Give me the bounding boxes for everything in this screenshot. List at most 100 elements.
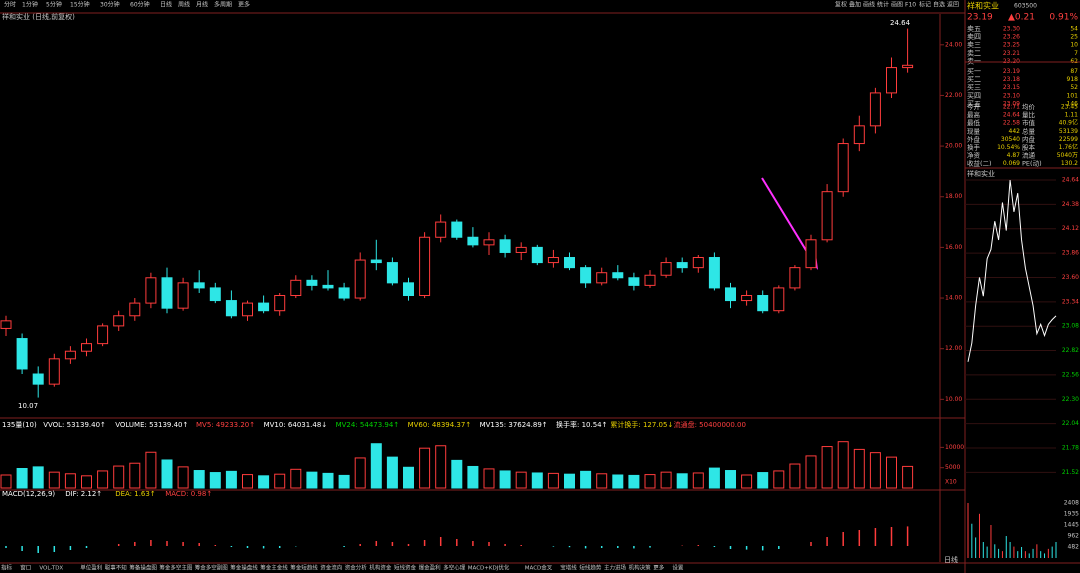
volume-bar [596,473,608,489]
volume-bar [386,456,398,489]
y-tick-label: 482 [1068,543,1080,550]
toolbar-item[interactable]: 返回 [947,2,959,9]
tab[interactable]: 宝塔线 [560,564,577,572]
toolbar-item[interactable]: 多周期 [214,1,232,9]
stat-value: 40.9亿 [1059,119,1078,127]
volume-bar [193,470,205,489]
tab[interactable]: 设置 [672,564,684,572]
candle-body [757,295,769,312]
candle-body [741,295,753,302]
y-tick-label: 23.86 [1062,250,1079,257]
tab[interactable]: 机构决策 [629,564,652,572]
volume-bar [886,456,897,489]
toolbar-item[interactable]: 标记 [919,1,931,9]
book-price: 23.21 [1003,50,1020,57]
candle-body [0,320,12,329]
tab[interactable]: 短线资金 [394,564,417,572]
y-tick-label: 22.56 [1062,371,1079,378]
stat-label: PE(动) [1022,160,1042,168]
toolbar-item[interactable]: 画线 [863,1,875,9]
toolbar-item[interactable]: 统计 [877,1,889,9]
tab[interactable]: 筹金多空副图 [195,564,229,572]
tab[interactable]: 筹金短趋线 [290,564,318,572]
tab[interactable]: 主力进场 [604,564,627,572]
candle-body [676,262,688,269]
tab[interactable]: 窗口 [20,564,31,572]
indicator-header: VVOL: 53139.40↑ [43,421,106,429]
book-volume: 7 [1074,50,1078,57]
candle-body [258,302,270,312]
candle-body [805,239,817,269]
tab[interactable]: 多空心理 [443,564,466,572]
tab[interactable]: 机构资金 [369,564,392,572]
tab[interactable]: 筹金主金线 [260,564,288,572]
stat-value: 130.2 [1061,160,1078,167]
toolbar-item[interactable]: 日线 [160,1,172,9]
volume-bar [64,473,76,489]
tab[interactable]: 爆金盈利 [419,564,441,572]
tab[interactable]: VOL-TDX [39,566,63,572]
candle-body [531,246,543,264]
candle-body [869,92,881,127]
tab[interactable]: 筹金操盘线 [230,564,258,572]
stat-value: 5040万 [1057,152,1078,159]
indicator-header: MV135: 37624.89↑ [480,421,548,429]
toolbar-item[interactable]: 画图 [891,2,903,9]
tab[interactable]: 筹备操盘图 [129,564,157,572]
y-tick-label: 962 [1068,533,1080,540]
stat-label: 量比 [1022,110,1036,119]
stat-value: 23.45 [1061,104,1078,111]
volume-bar [757,472,769,489]
candle-body [773,287,785,312]
toolbar-item[interactable]: 更多 [238,1,250,9]
toolbar-item[interactable]: 30分钟 [100,1,120,9]
tab[interactable]: 单位盈利 [80,564,102,572]
candle-body [612,272,624,279]
book-volume: 10 [1070,42,1078,49]
stat-label: 内盘 [1022,134,1036,143]
toolbar-item[interactable]: 月线 [196,1,208,9]
toolbar-item[interactable]: 周线 [178,1,190,9]
tab[interactable]: 更多 [653,564,665,572]
tab[interactable]: MACD金叉 [525,564,553,572]
tab[interactable]: 聪事不知 [105,564,127,572]
y-tick-label: 23.34 [1062,298,1079,305]
tab[interactable]: 筹金多空主图 [159,564,193,572]
toolbar-item[interactable]: F10 [905,2,916,9]
book-price: 23.30 [1003,26,1020,33]
volume-bar [821,446,833,489]
volume-bar [209,472,221,489]
candle-body [32,373,44,385]
change-pct: 0.91% [1049,13,1078,23]
tab[interactable]: MACD+KDJ优化 [468,564,510,572]
tab[interactable]: 资金流向 [320,564,342,572]
indicator-header: MV24: 54473.94↑ [336,421,400,429]
y-tick-label: 24.38 [1062,201,1079,208]
toolbar-item[interactable]: 5分钟 [46,1,62,9]
volume-bar [306,471,318,489]
toolbar-item[interactable]: 1分钟 [22,1,38,9]
book-side: 卖五 [967,25,981,33]
toolbar-item[interactable]: 分时 [4,1,16,9]
candle-body [564,257,575,269]
toolbar-item[interactable]: 自选 [933,1,945,9]
low-label: 10.07 [18,402,38,410]
volume-bar [274,473,286,489]
tab[interactable]: 指标 [1,564,13,572]
book-price: 23.18 [1003,76,1020,83]
tab[interactable]: 资金分析 [345,564,368,572]
candle-body [48,358,60,385]
stat-label: 外盘 [967,134,981,143]
toolbar-item[interactable]: 15分钟 [70,1,90,9]
book-volume: 25 [1070,34,1078,41]
stat-label: 最高 [967,110,981,119]
candle-body [499,239,511,253]
y-tick-label: 21.78 [1062,445,1079,452]
toolbar-item[interactable]: 60分钟 [130,1,150,9]
stat-label: 股本 [1022,143,1036,152]
tab[interactable]: 短线趋势 [579,564,602,572]
stat-label: 均价 [1022,102,1036,111]
candle-body [145,277,157,304]
toolbar-item[interactable]: 复权 [835,1,847,9]
toolbar-item[interactable]: 叠加 [849,1,861,9]
